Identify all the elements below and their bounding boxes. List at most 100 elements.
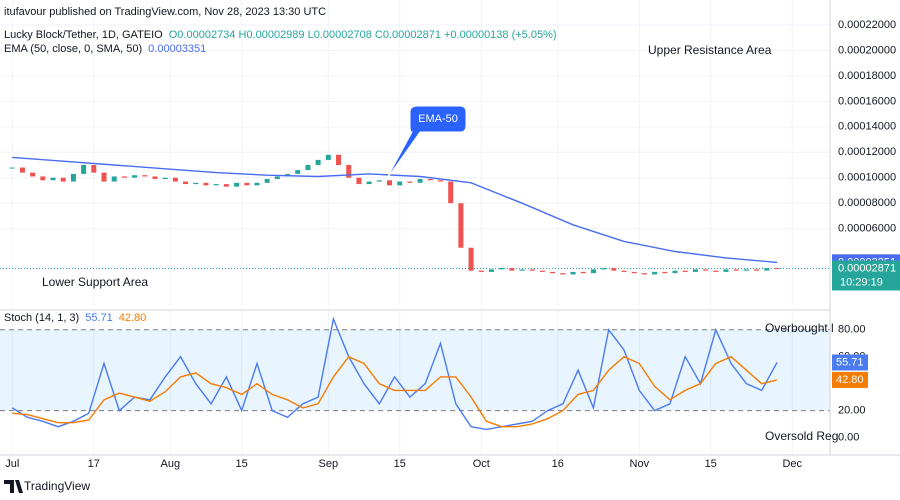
y-tick-label: 20.00	[838, 404, 866, 416]
candle	[111, 176, 117, 182]
x-tick-label: 15	[705, 458, 717, 470]
x-tick-label: 15	[236, 458, 248, 470]
value-label: 42.80	[836, 374, 864, 386]
candle	[9, 167, 15, 169]
y-tick-label: 0.00014000	[838, 121, 896, 133]
candle	[203, 182, 209, 186]
annotation: Lower Support Area	[42, 275, 148, 289]
y-tick-label: 0.00008000	[838, 197, 896, 209]
candle	[764, 268, 770, 271]
candle	[641, 273, 647, 275]
candle	[631, 271, 637, 274]
countdown: 10:29:19	[840, 276, 883, 288]
x-tick-label: Aug	[160, 458, 180, 470]
candle	[488, 269, 494, 272]
candle	[30, 172, 36, 177]
candle	[560, 273, 566, 275]
candle	[478, 270, 484, 272]
candle	[244, 182, 250, 186]
stoch-k-value: 55.71	[85, 312, 113, 324]
value-label: 55.71	[836, 356, 864, 368]
published-note: itufavour published on TradingView.com, …	[4, 6, 326, 18]
candle	[672, 270, 678, 274]
annotation: Oversold Reg	[765, 429, 838, 443]
candle	[193, 182, 199, 185]
candle	[774, 268, 780, 270]
x-tick-label: 15	[394, 458, 406, 470]
ema-name: EMA (50, close, 0, SMA, 50)	[4, 43, 142, 55]
candle	[121, 176, 127, 178]
value-box	[832, 371, 868, 388]
candle	[468, 247, 474, 271]
candle	[509, 268, 515, 271]
candle	[417, 179, 423, 183]
candle	[152, 176, 158, 179]
candle	[91, 165, 97, 173]
y-tick-label: 0.00	[838, 431, 859, 443]
candle	[550, 271, 556, 274]
candle	[336, 154, 342, 165]
candle	[295, 170, 301, 174]
candle	[315, 159, 321, 165]
candle	[713, 270, 719, 272]
legend-symbol: Lucky Block/Tether, 1D, GATEIO O0.0000273…	[4, 29, 557, 41]
candle	[539, 270, 545, 272]
candle	[325, 154, 331, 160]
candle	[81, 165, 87, 174]
stoch-band	[0, 329, 830, 412]
candle	[519, 269, 525, 271]
y-tick-label: 0.00010000	[838, 172, 896, 184]
axis-labels: Jul 17 Aug 15 Sep 15 Oct 16 Nov 15 Dec 0.00006000 0.…	[5, 19, 900, 470]
candle	[50, 177, 56, 181]
callout-text: EMA-50	[418, 113, 458, 125]
candle	[621, 270, 627, 272]
candle	[142, 175, 148, 177]
ema-value: 0.00003351	[148, 43, 206, 55]
candle	[743, 269, 749, 271]
candle	[162, 177, 168, 179]
candle	[183, 181, 189, 185]
y-tick-label: 0.00012000	[838, 146, 896, 158]
y-tick-label: 80.00	[838, 324, 866, 336]
candle	[529, 269, 535, 271]
candle	[733, 269, 739, 271]
x-tick-label: 16	[552, 458, 564, 470]
candle	[101, 172, 107, 182]
candle	[427, 179, 433, 181]
annotation: Upper Resistance Area	[648, 43, 772, 57]
candle	[448, 181, 454, 204]
x-tick-label: Nov	[630, 458, 650, 470]
candle	[223, 184, 229, 187]
x-tick-label: Dec	[782, 458, 802, 470]
candle	[754, 269, 760, 271]
x-tick-label: Sep	[319, 458, 339, 470]
y-tick-label: 0.00016000	[838, 95, 896, 107]
candle	[132, 175, 138, 178]
y-tick-label: 0.00018000	[838, 70, 896, 82]
y-tick-label: 0.00020000	[838, 44, 896, 56]
legend-stoch: Stoch (14, 1, 3) 55.71 42.80	[4, 312, 146, 324]
candle	[254, 182, 260, 186]
annotation: Overbought l	[765, 321, 834, 335]
candle	[580, 271, 586, 274]
candle	[60, 177, 66, 182]
y-tick-label: 0.00006000	[838, 223, 896, 235]
last-price-label: 0.00002871	[838, 262, 896, 274]
candle	[601, 268, 607, 270]
symbol: Lucky Block/Tether, 1D, GATEIO	[4, 29, 163, 41]
candle	[662, 271, 668, 274]
candle	[723, 269, 729, 272]
legend-ema: EMA (50, close, 0, SMA, 50) 0.00003351	[4, 43, 206, 55]
candle	[305, 165, 311, 171]
candle	[499, 268, 505, 270]
candle	[407, 181, 413, 183]
candle	[40, 176, 46, 181]
logo	[4, 480, 23, 493]
x-tick-label: 17	[88, 458, 100, 470]
candle	[692, 269, 698, 272]
candle	[590, 269, 596, 274]
candle	[682, 270, 688, 272]
candle	[703, 269, 709, 271]
